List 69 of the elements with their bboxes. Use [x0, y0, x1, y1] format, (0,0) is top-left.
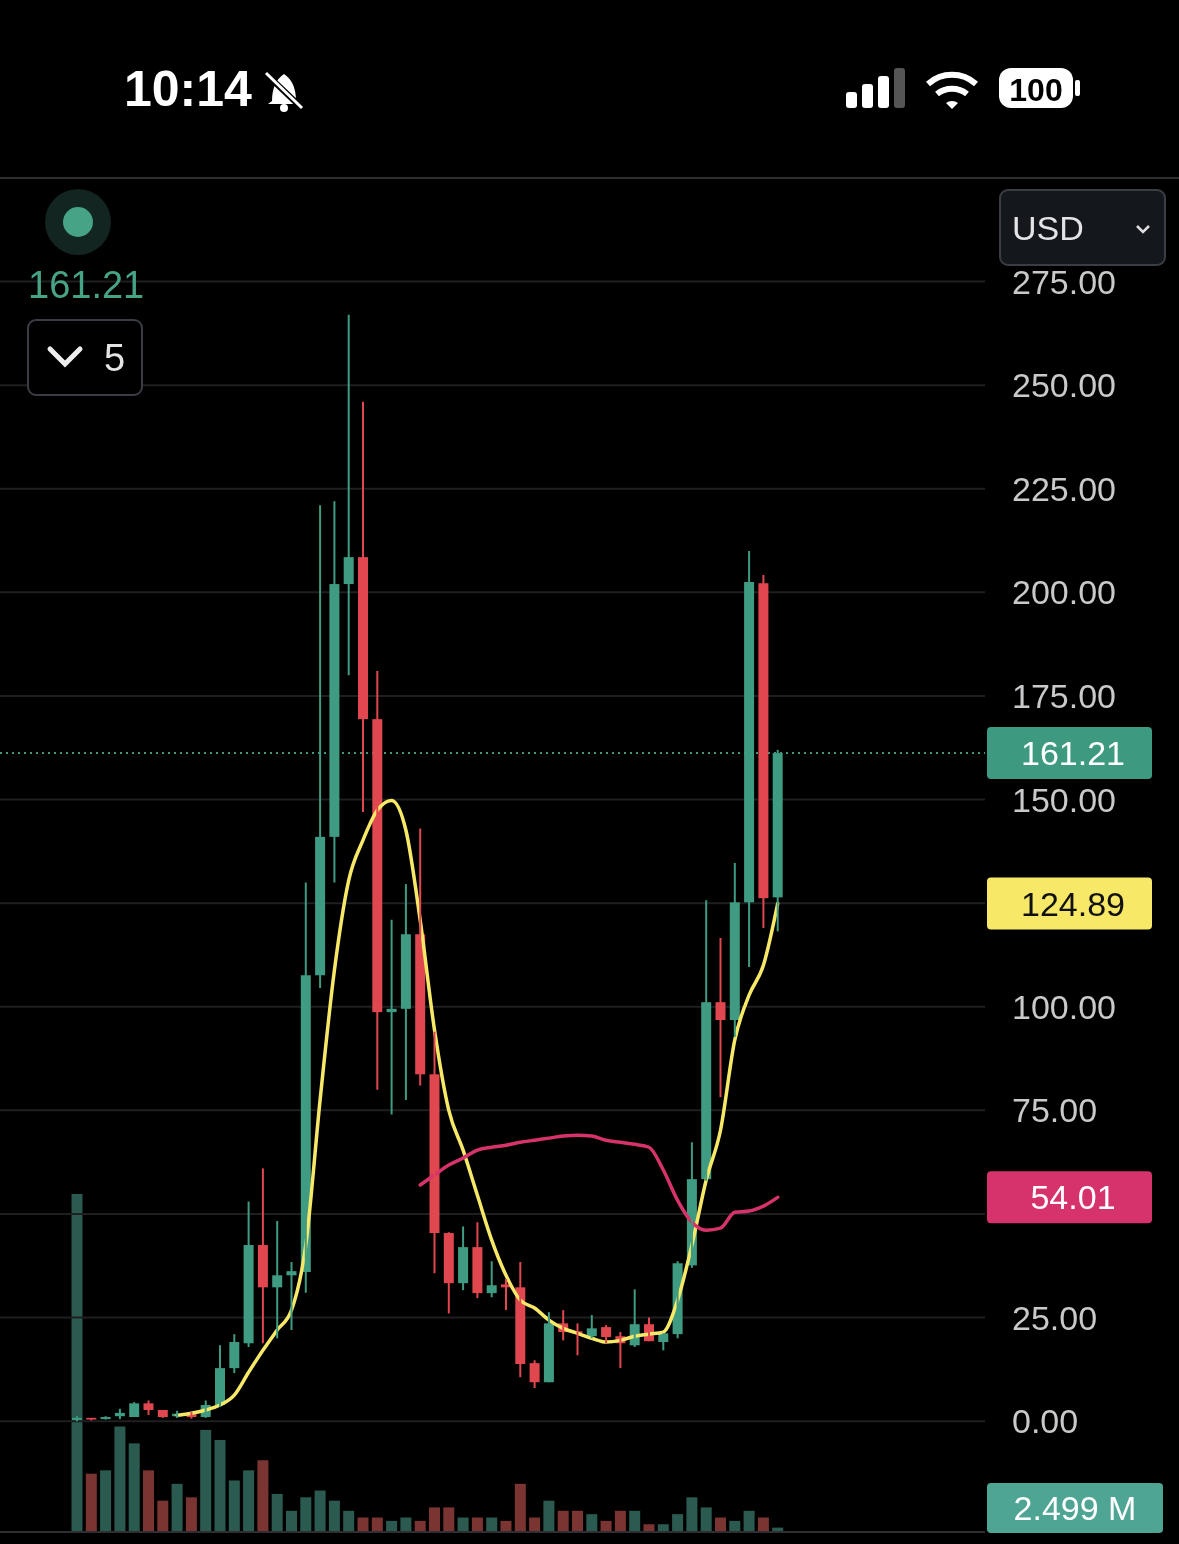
text: 124.89: [1021, 884, 1125, 923]
bar: [314, 1490, 326, 1531]
bar: [700, 1507, 712, 1531]
bar: [371, 1517, 383, 1531]
bar: [128, 1443, 140, 1531]
bar: [557, 1510, 569, 1531]
bar: [672, 1514, 684, 1531]
bar: [357, 1517, 369, 1531]
bar: [157, 1500, 169, 1531]
bar: [143, 1470, 154, 1531]
bar: [572, 1510, 583, 1531]
bar: [200, 1429, 212, 1531]
y-tick-label: 25.00: [1012, 1298, 1098, 1337]
bar: [657, 1524, 669, 1531]
bar: [414, 1520, 426, 1531]
bar: [400, 1517, 412, 1531]
bar: [686, 1497, 698, 1531]
y-tick-label: 75.00: [1012, 1091, 1098, 1130]
bar: [300, 1497, 312, 1531]
bar: [600, 1520, 612, 1531]
text: USD: [1012, 209, 1084, 247]
y-tick-label: 0.00: [1012, 1402, 1079, 1441]
bar: [257, 1460, 269, 1531]
y-tick-label: 225.00: [1012, 469, 1116, 508]
bar: [457, 1517, 469, 1531]
text: 54.01: [1030, 1178, 1116, 1217]
bar: [543, 1500, 555, 1531]
bar: [500, 1520, 512, 1531]
bar: [529, 1517, 541, 1531]
bar: [328, 1500, 340, 1531]
bar: [429, 1507, 440, 1531]
bar: [614, 1510, 626, 1531]
bar: [729, 1520, 741, 1531]
bar: [443, 1507, 455, 1531]
bar: [214, 1440, 226, 1531]
bar: [586, 1514, 598, 1531]
y-tick-label: 275.00: [1012, 262, 1116, 301]
text: 100: [1009, 72, 1063, 108]
bar: [743, 1510, 755, 1531]
bar: [715, 1517, 726, 1531]
line-series: [418, 1133, 780, 1232]
annotation: 161.21: [28, 264, 145, 306]
bar: [85, 1473, 97, 1531]
text: 10:14: [124, 61, 253, 117]
bar: [514, 1483, 526, 1531]
y-tick-label: 175.00: [1012, 676, 1116, 715]
y-tick-label: 250.00: [1012, 366, 1116, 405]
bar: [271, 1493, 283, 1531]
y-tick-label: 150.00: [1012, 780, 1116, 819]
annotation: 5: [104, 337, 126, 379]
bar: [286, 1510, 297, 1531]
ref-line-label: 161.21: [1021, 734, 1125, 773]
bar: [243, 1470, 255, 1531]
bar: [629, 1510, 641, 1531]
bar: [100, 1470, 112, 1531]
y-tick-label: 100.00: [1012, 987, 1116, 1026]
bar: [486, 1517, 498, 1531]
bar: [171, 1483, 183, 1531]
text: 2.499 M: [1013, 1489, 1137, 1527]
bar: [228, 1480, 240, 1531]
y-tick-label: 200.00: [1012, 573, 1116, 612]
bar: [386, 1520, 398, 1531]
bar: [71, 1194, 83, 1531]
bar: [185, 1497, 197, 1531]
bar: [471, 1517, 483, 1531]
bar: [643, 1524, 655, 1531]
bar: [757, 1517, 769, 1531]
bar: [114, 1426, 126, 1531]
bar: [343, 1510, 355, 1531]
